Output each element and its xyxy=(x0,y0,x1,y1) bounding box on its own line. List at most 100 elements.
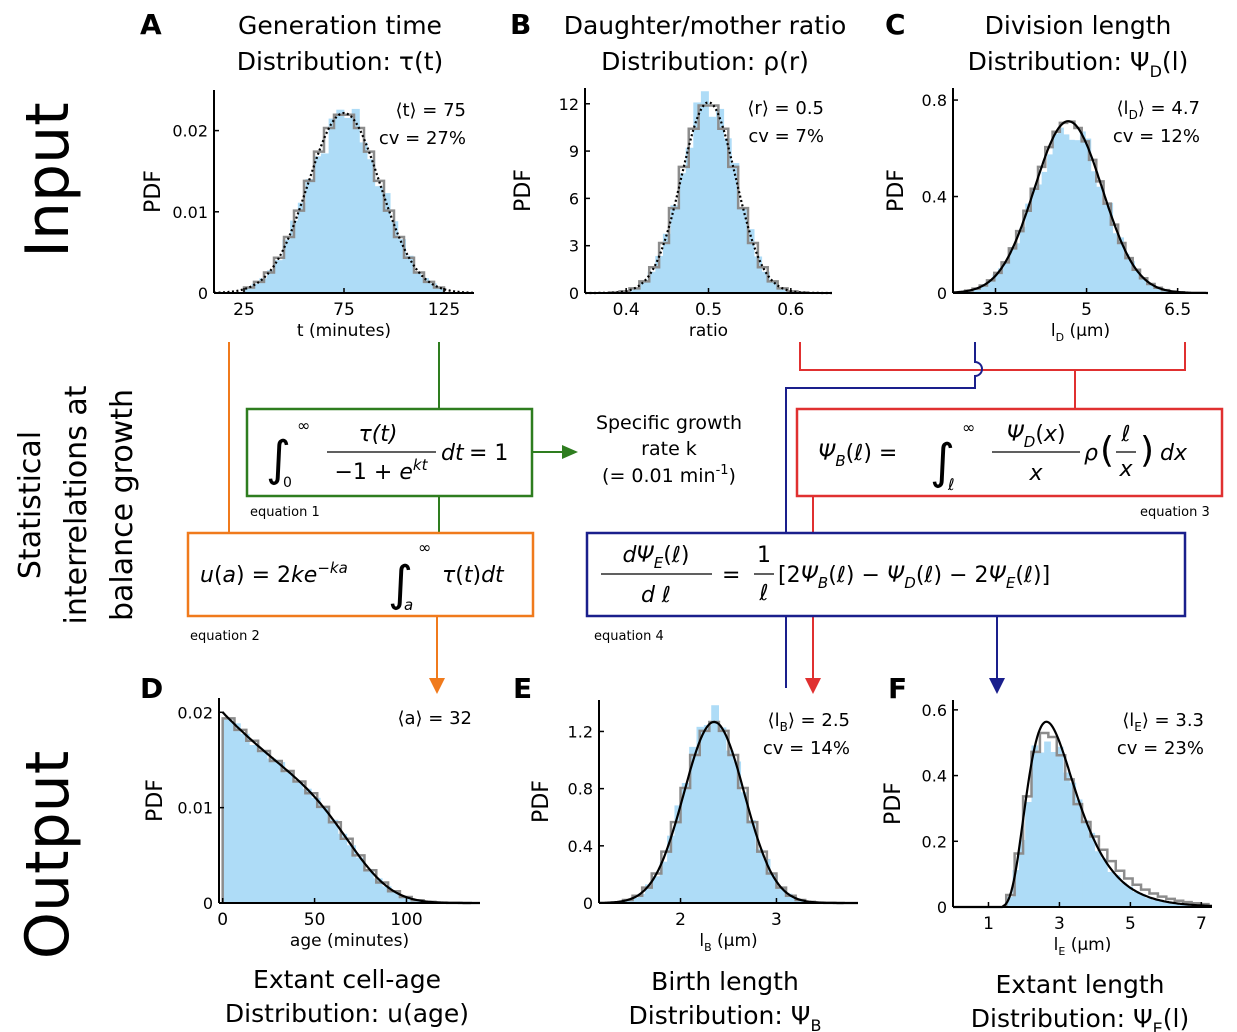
x-tick-label: 125 xyxy=(428,300,460,320)
y-axis-label: PDF xyxy=(141,170,166,213)
histogram-bar xyxy=(1101,858,1108,907)
histogram-bar xyxy=(284,772,294,903)
histogram-bar xyxy=(275,762,286,903)
panel-letter: A xyxy=(140,8,162,41)
histogram-bar xyxy=(266,758,277,903)
chart-title: Extant cell-age xyxy=(253,965,441,994)
histogram-bar xyxy=(231,723,241,903)
histogram-bar xyxy=(1044,741,1051,907)
section-middle-line3: balance growth xyxy=(105,389,140,621)
equation-3-box: ΨB(ℓ) = ∫ ℓ ∞ ΨD(x) x ρ ( ℓ x ) dx xyxy=(795,407,1224,498)
section-middle-line1: Statistical xyxy=(13,431,48,579)
svg-text:(: ( xyxy=(1100,430,1114,471)
stat-mean: ⟨lD⟩ = 4.7 xyxy=(1117,98,1200,122)
histogram-bar xyxy=(344,117,353,293)
y-axis-label: PDF xyxy=(529,780,554,823)
histogram-bar xyxy=(652,876,661,903)
histogram-bar xyxy=(297,202,306,293)
histogram-bar xyxy=(244,288,253,293)
svg-text:ρ: ρ xyxy=(1084,441,1098,466)
svg-text:τ(t): τ(t) xyxy=(358,422,397,447)
histogram-bar xyxy=(399,896,410,903)
histogram-bar xyxy=(382,886,392,903)
blue-line-from-c xyxy=(785,342,983,688)
histogram-bar xyxy=(382,193,391,293)
histogram-bar xyxy=(731,163,740,293)
histogram-bar xyxy=(346,845,357,903)
histogram-bars xyxy=(609,91,808,294)
panel-letter: F xyxy=(888,672,907,705)
equation-2-box: u(a) = 2ke−ka ∫ a ∞ τ(t)dt xyxy=(186,531,535,618)
x-tick-label: 0 xyxy=(217,910,228,930)
chart-subtitle: Distribution: ΨB xyxy=(629,1001,822,1032)
svg-text:a: a xyxy=(404,596,413,614)
growth-rate-line3: (= 0.01 min-1) xyxy=(602,463,736,487)
histogram-bar xyxy=(693,102,702,294)
svg-text:=: = xyxy=(722,563,740,588)
x-tick-label: 3 xyxy=(771,910,782,930)
svg-text:∫: ∫ xyxy=(930,434,955,490)
y-tick-label: 0.01 xyxy=(177,799,213,818)
chart-title: Division length xyxy=(985,11,1172,40)
histogram-bar xyxy=(1151,899,1159,907)
y-tick-label: 0 xyxy=(569,284,579,303)
equation-1-box: ∫ 0 ∞ τ(t) −1 + ekt dt = 1 xyxy=(245,407,534,498)
fit-curve xyxy=(952,120,1208,295)
histogram-bar xyxy=(1145,282,1152,293)
svg-text:): ) xyxy=(1140,430,1154,471)
histogram-bars xyxy=(1006,741,1209,907)
panel-letter: C xyxy=(885,8,906,41)
chart-subtitle: Distribution: ΨE(l) xyxy=(971,1004,1189,1032)
histogram-bar xyxy=(336,109,345,293)
histogram-bar xyxy=(1176,903,1184,907)
stat-cv: cv = 27% xyxy=(379,128,466,149)
histogram-bar xyxy=(1150,285,1157,293)
histogram-bar xyxy=(1090,171,1097,293)
growth-rate-line1: Specific growth xyxy=(596,412,742,434)
y-tick-label: 0 xyxy=(937,898,947,917)
stat-cv: cv = 14% xyxy=(763,738,850,759)
histogram-bar xyxy=(359,142,368,293)
y-tick-label: 0.8 xyxy=(922,91,947,110)
histogram-bar xyxy=(681,783,690,903)
histogram-bar xyxy=(748,820,756,903)
histogram-bar xyxy=(302,788,312,903)
svg-text:= 1: = 1 xyxy=(469,441,508,466)
stat-mean: ⟨a⟩ = 32 xyxy=(397,708,472,729)
histogram-bar xyxy=(987,280,993,293)
y-tick-label: 0.8 xyxy=(568,780,593,799)
histogram-bar xyxy=(1063,134,1070,293)
svg-text:0: 0 xyxy=(283,475,292,491)
chart-panel-f: 1 3 5 7 0 0.2 0.4 0.6 lE (µm) PDF F Extant length Di… xyxy=(881,672,1212,1032)
orange-arrowhead xyxy=(429,678,445,694)
histogram-bar xyxy=(716,108,725,294)
chart-title: Daughter/mother ratio xyxy=(564,11,847,40)
histogram-bar xyxy=(267,270,276,293)
histogram-bar xyxy=(1107,872,1115,907)
svg-text:∞: ∞ xyxy=(297,416,310,435)
histogram-bar xyxy=(1107,202,1114,293)
histogram-bar xyxy=(762,858,771,903)
histogram-bar xyxy=(1018,839,1026,907)
stat-mean: ⟨t⟩ = 75 xyxy=(395,100,466,121)
stat-mean: ⟨lE⟩ = 3.3 xyxy=(1122,710,1204,734)
growth-rate-line2: rate k xyxy=(641,438,697,460)
histogram-bar xyxy=(1129,261,1135,293)
svg-text:ℓ: ℓ xyxy=(947,475,955,494)
histogram-bar xyxy=(997,268,1004,293)
histogram-bar xyxy=(428,283,437,293)
equation-3-formula: ΨB(ℓ) = ∫ ℓ ∞ ΨD(x) x ρ ( ℓ x ) dx xyxy=(818,418,1188,494)
x-tick-label: 50 xyxy=(304,910,326,930)
histogram-bar xyxy=(981,284,988,293)
histogram-bar xyxy=(992,274,999,293)
histogram-bar xyxy=(632,287,641,293)
chart-title: Extant length xyxy=(996,970,1165,999)
histogram-bars xyxy=(222,718,472,903)
stat-cv: cv = 23% xyxy=(1117,738,1204,759)
x-axis-label: lE (µm) xyxy=(1054,935,1112,958)
step-line xyxy=(608,104,809,294)
y-tick-label: 0.01 xyxy=(172,203,208,222)
histogram-bar xyxy=(755,849,764,903)
histogram-bar xyxy=(746,229,755,293)
histogram-bar xyxy=(776,287,785,293)
